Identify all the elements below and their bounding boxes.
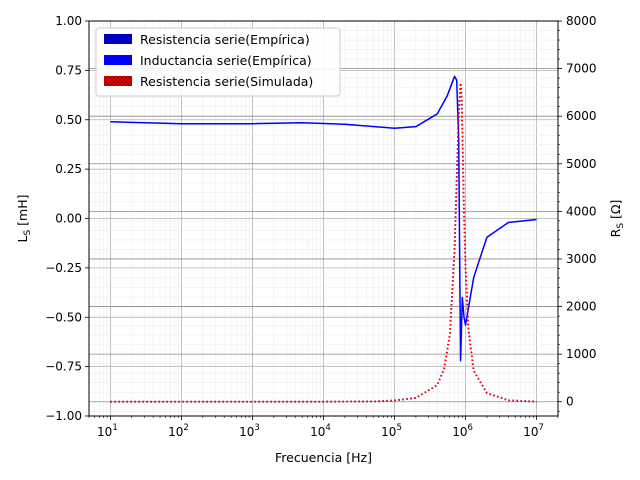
legend-swatch <box>104 76 132 86</box>
x-tick-label: 103 <box>239 423 260 439</box>
series-layer <box>110 75 537 403</box>
y-left-tick-label: 1.00 <box>55 14 82 28</box>
x-axis-label: Frecuencia [Hz] <box>275 450 372 465</box>
x-tick-label: 104 <box>310 423 331 439</box>
y-left-tick-label: 0.00 <box>55 212 82 226</box>
y-right-tick-label: 4000 <box>566 204 597 218</box>
y-right-tick-label: 1000 <box>566 347 597 361</box>
x-axis-ticks: 101 102 103 104 105 106 107 <box>88 416 559 439</box>
y-axis-right-label: RS [Ω] <box>608 200 626 238</box>
y-axis-left-label: LS [mH] <box>15 195 33 243</box>
y-left-tick-label: −0.75 <box>45 360 82 374</box>
legend-label: Resistencia serie(Empírica) <box>140 32 310 47</box>
y-right-tick-label: 0 <box>566 395 574 409</box>
y-left-tick-label: −0.50 <box>45 310 82 324</box>
x-tick-label: 107 <box>523 423 544 439</box>
y-right-tick-label: 3000 <box>566 252 597 266</box>
y-right-tick-label: 6000 <box>566 109 597 123</box>
legend-label: Resistencia serie(Simulada) <box>140 74 313 89</box>
legend-box <box>95 27 341 97</box>
series-line-1 <box>110 75 537 362</box>
y-left-tick-label: −0.25 <box>45 261 82 275</box>
x-tick-label: 105 <box>381 423 402 439</box>
y-right-tick-label: 2000 <box>566 300 597 314</box>
y-axis-right-ticks: 8000 7000 6000 5000 4000 3000 2000 1000 0 <box>558 14 597 412</box>
x-tick-label: 106 <box>452 423 473 439</box>
legend: Resistencia serie(Empírica) Inductancia s… <box>95 27 341 97</box>
y-left-tick-label: −1.00 <box>45 409 82 423</box>
x-tick-label: 102 <box>168 423 189 439</box>
y-left-tick-label: 0.50 <box>55 113 82 127</box>
y-right-tick-label: 8000 <box>566 14 597 28</box>
legend-label: Inductancia serie(Empírica) <box>140 53 312 68</box>
y-left-tick-label: 0.25 <box>55 162 82 176</box>
y-axis-left-ticks: 1.00 0.75 0.50 0.25 0.00 −0.25 −0.50 −0.75 −1.00 <box>45 14 89 423</box>
x-tick-label: 101 <box>97 423 118 439</box>
y-right-tick-label: 7000 <box>566 62 597 76</box>
y-left-tick-label: 0.75 <box>55 63 82 77</box>
legend-swatch <box>104 34 132 44</box>
y-right-tick-label: 5000 <box>566 157 597 171</box>
legend-swatch <box>104 55 132 65</box>
